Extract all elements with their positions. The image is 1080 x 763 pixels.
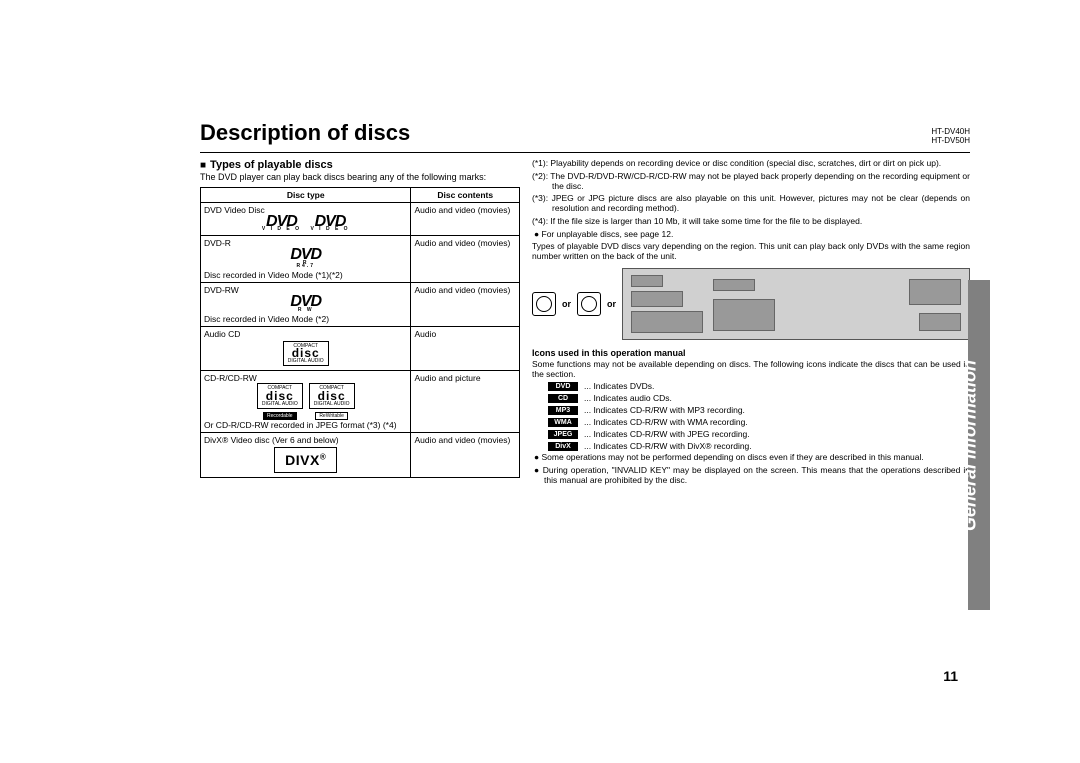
cd-r-logo-icon: COMPACT disc DIGITAL AUDIO bbox=[257, 383, 303, 409]
section-tab: General Information bbox=[968, 280, 990, 610]
icon-list-row: JPEG ... Indicates CD-R/RW with JPEG rec… bbox=[548, 429, 970, 439]
left-column: ■ Types of playable discs The DVD player … bbox=[200, 159, 520, 489]
recordable-badge: Recordable bbox=[263, 412, 297, 420]
icons-heading: Icons used in this operation manual bbox=[532, 348, 970, 358]
dvd-video-logo-icon: DVDV I D E O bbox=[310, 217, 349, 232]
table-row: DVD Video Disc DVDV I D E O DVDV I D E O… bbox=[201, 202, 520, 236]
icon-desc: ... Indicates CD-R/RW with DivX® recordi… bbox=[584, 441, 752, 451]
unplayable-note: ● For unplayable discs, see page 12. bbox=[532, 230, 970, 240]
th-contents: Disc contents bbox=[411, 187, 520, 202]
dvd-video-logo-icon: DVDV I D E O bbox=[262, 217, 301, 232]
dvd-r-logo-icon: DVDRR4.7 bbox=[290, 250, 321, 268]
icon-list: DVD ... Indicates DVDs. CD ... Indicates… bbox=[548, 381, 970, 451]
icon-desc: ... Indicates CD-R/RW with JPEG recordin… bbox=[584, 429, 750, 439]
disc-note: Disc recorded in Video Mode (*1)(*2) bbox=[204, 270, 407, 280]
icon-list-row: DVD ... Indicates DVDs. bbox=[548, 381, 970, 391]
divx-badge-icon: DivX bbox=[548, 442, 578, 451]
disc-contents: Audio bbox=[411, 326, 520, 371]
icon-list-row: MP3 ... Indicates CD-R/RW with MP3 recor… bbox=[548, 405, 970, 415]
disc-type-label: DivX® Video disc (Ver 6 and below) bbox=[204, 435, 407, 445]
rewritable-badge: ReWritable bbox=[315, 412, 348, 420]
mp3-badge-icon: MP3 bbox=[548, 406, 578, 415]
disc-note: Or CD-R/CD-RW recorded in JPEG format (*… bbox=[204, 420, 407, 430]
footnote-4: (*4): If the file size is larger than 10… bbox=[532, 217, 970, 227]
region-globe-icon bbox=[577, 292, 601, 316]
table-row: DVD-RW DVDR W Disc recorded in Video Mod… bbox=[201, 283, 520, 327]
page-number: 11 bbox=[943, 668, 958, 684]
cd-badge-icon: CD bbox=[548, 394, 578, 403]
icon-list-row: DivX ... Indicates CD-R/RW with DivX® re… bbox=[548, 441, 970, 451]
footnote-2: (*2): The DVD-R/DVD-RW/CD-R/CD-RW may no… bbox=[532, 172, 970, 192]
jpeg-badge-icon: JPEG bbox=[548, 430, 578, 439]
subhead-text: Types of playable discs bbox=[210, 159, 333, 171]
model-codes: HT-DV40H HT-DV50H bbox=[931, 128, 970, 146]
divx-logo-icon: DIVX® bbox=[274, 447, 337, 473]
disc-type-label: DVD Video Disc bbox=[204, 205, 407, 215]
divider bbox=[200, 152, 970, 153]
or-label-1: or bbox=[562, 299, 571, 309]
icon-list-row: CD ... Indicates audio CDs. bbox=[548, 393, 970, 403]
region-row: or or bbox=[532, 268, 970, 340]
dvd-badge-icon: DVD bbox=[548, 382, 578, 391]
disc-contents: Audio and picture bbox=[411, 371, 520, 433]
right-column: (*1): Playability depends on recording d… bbox=[532, 159, 970, 489]
square-bullet-icon: ■ bbox=[200, 160, 206, 171]
disc-table: Disc type Disc contents DVD Video Disc D… bbox=[200, 187, 520, 478]
icon-list-row: WMA ... Indicates CD-R/RW with WMA recor… bbox=[548, 417, 970, 427]
disc-contents: Audio and video (movies) bbox=[411, 283, 520, 327]
icon-desc: ... Indicates audio CDs. bbox=[584, 393, 672, 403]
closing-bullet-1: ● Some operations may not be performed d… bbox=[532, 453, 970, 463]
table-row: DVD-R DVDRR4.7 Disc recorded in Video Mo… bbox=[201, 236, 520, 283]
icon-desc: ... Indicates CD-R/RW with WMA recording… bbox=[584, 417, 748, 427]
disc-contents: Audio and video (movies) bbox=[411, 202, 520, 236]
region-globe-icon bbox=[532, 292, 556, 316]
th-type: Disc type bbox=[201, 187, 411, 202]
table-row: Audio CD COMPACT disc DIGITAL AUDIO Audi… bbox=[201, 326, 520, 371]
disc-note: Disc recorded in Video Mode (*2) bbox=[204, 314, 407, 324]
disc-type-label: Audio CD bbox=[204, 329, 407, 339]
table-row: CD-R/CD-RW COMPACT disc DIGITAL AUDIO Re… bbox=[201, 371, 520, 433]
icon-desc: ... Indicates DVDs. bbox=[584, 381, 654, 391]
or-label-2: or bbox=[607, 299, 616, 309]
disc-type-label: CD-R/CD-RW bbox=[204, 373, 407, 383]
footnote-3: (*3): JPEG or JPG picture discs are also… bbox=[532, 194, 970, 214]
intro-text: The DVD player can play back discs beari… bbox=[200, 173, 520, 183]
disc-contents: Audio and video (movies) bbox=[411, 433, 520, 478]
section-tab-label: General Information bbox=[960, 346, 981, 546]
icons-intro: Some functions may not be available depe… bbox=[532, 360, 970, 380]
table-row: DivX® Video disc (Ver 6 and below) DIVX®… bbox=[201, 433, 520, 478]
dvd-rw-logo-icon: DVDR W bbox=[290, 297, 321, 312]
closing-bullet-2: ● During operation, "INVALID KEY" may be… bbox=[532, 466, 970, 486]
wma-badge-icon: WMA bbox=[548, 418, 578, 427]
footnotes: (*1): Playability depends on recording d… bbox=[532, 159, 970, 227]
region-note: Types of playable DVD discs vary dependi… bbox=[532, 242, 970, 262]
subhead: ■ Types of playable discs bbox=[200, 159, 520, 171]
footnote-1: (*1): Playability depends on recording d… bbox=[532, 159, 970, 169]
model-code-2: HT-DV50H bbox=[931, 137, 970, 146]
disc-contents: Audio and video (movies) bbox=[411, 236, 520, 283]
rear-panel-illustration bbox=[622, 268, 970, 340]
icon-desc: ... Indicates CD-R/RW with MP3 recording… bbox=[584, 405, 745, 415]
cd-audio-logo-icon: COMPACT disc DIGITAL AUDIO bbox=[283, 341, 329, 367]
cd-rw-logo-icon: COMPACT disc DIGITAL AUDIO bbox=[309, 383, 355, 409]
page-title: Description of discs bbox=[200, 120, 970, 146]
